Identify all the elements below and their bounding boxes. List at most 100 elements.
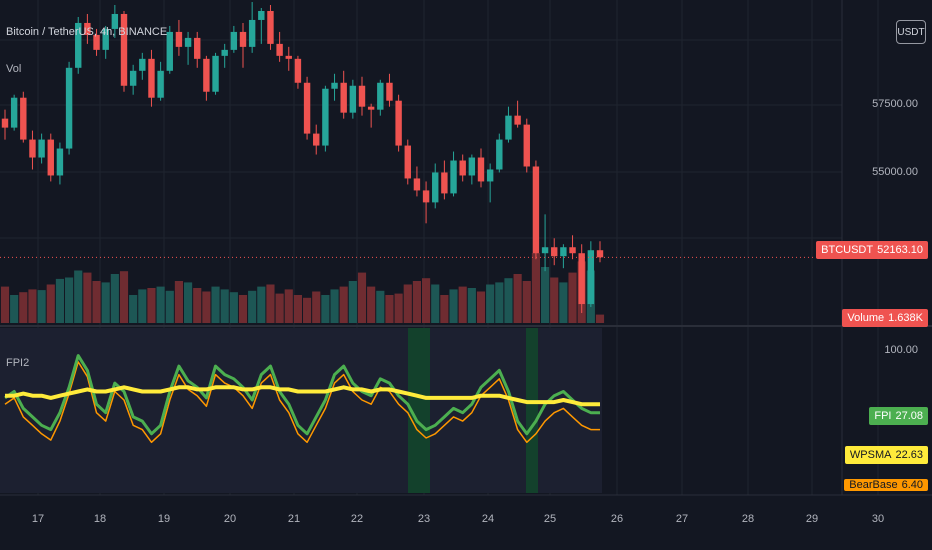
volume-bar <box>147 288 156 323</box>
candle-body <box>404 145 411 179</box>
time-label-30: 30 <box>871 513 885 525</box>
volume-bar <box>28 289 37 323</box>
candle-body <box>441 172 448 194</box>
candle-body <box>111 13 119 29</box>
time-label-29: 29 <box>805 513 819 525</box>
btc-tag-value: 52163.10 <box>877 244 923 256</box>
signal-zone <box>526 328 538 493</box>
volume-bar <box>65 277 74 323</box>
volume-bar <box>211 286 220 323</box>
volume-bar <box>165 290 174 323</box>
volume-bar <box>156 286 165 323</box>
time-label-24: 24 <box>481 513 495 525</box>
volume-bar <box>403 284 412 323</box>
candle-body <box>377 82 384 110</box>
time-label-20: 20 <box>223 513 237 525</box>
candle-body <box>276 43 283 56</box>
candle-body <box>349 85 357 113</box>
candle-body <box>47 139 54 176</box>
time-label-25: 25 <box>543 513 557 525</box>
volume-bar <box>275 293 284 323</box>
volume-bar <box>330 289 339 323</box>
volume-tag-value: 1.638K <box>888 312 923 324</box>
candle-body <box>258 10 265 20</box>
currency-button[interactable]: USDT <box>896 20 926 44</box>
time-label-26: 26 <box>610 513 624 525</box>
candle-body <box>267 10 274 44</box>
time-label-23: 23 <box>417 513 431 525</box>
wpsma-tag-value: 22.63 <box>895 449 923 461</box>
volume-bar <box>0 286 10 323</box>
signal-zone <box>408 328 430 493</box>
bearbase-tag-value: 6.40 <box>901 479 923 491</box>
candle-body <box>486 169 494 182</box>
volume-bar <box>257 286 266 323</box>
bearbase-tag-label: BearBase <box>849 479 898 491</box>
volume-bar <box>119 271 129 323</box>
bearbase-line <box>4 361 600 444</box>
volume-bar <box>394 293 403 323</box>
candle-body <box>230 31 238 50</box>
volume-legend: Vol <box>6 63 22 75</box>
volume-bar <box>202 291 211 323</box>
time-label-19: 19 <box>157 513 171 525</box>
candle-body <box>322 88 329 146</box>
indicator-title: FPI2 <box>6 357 30 369</box>
volume-bar <box>458 286 467 323</box>
fpi-tag-label: FPI <box>874 410 892 422</box>
candle-body <box>175 31 183 47</box>
volume-bar <box>449 289 458 323</box>
candle-body <box>395 100 402 146</box>
candle-body <box>148 58 155 98</box>
price-tick-55000: 55000.00 <box>872 166 918 178</box>
candle-body <box>93 34 100 50</box>
volume-bar <box>422 278 431 323</box>
candle-body <box>386 82 393 101</box>
volume-bar <box>595 314 605 323</box>
candle-body <box>38 139 45 158</box>
candle-body <box>459 160 466 176</box>
indicator-background <box>0 328 602 493</box>
wpsma-tag-label: WPSMA <box>849 449 892 461</box>
volume-bar <box>293 295 302 323</box>
time-label-21: 21 <box>287 513 301 525</box>
candle-body <box>239 31 247 47</box>
volume-bar <box>184 282 193 323</box>
time-label-28: 28 <box>741 513 755 525</box>
volume-bar <box>129 295 138 323</box>
volume-bar <box>339 286 348 323</box>
fpi-tag: FPI 27.08 <box>869 407 928 425</box>
candle-body <box>340 82 347 113</box>
time-label-18: 18 <box>93 513 107 525</box>
volume-bar <box>248 290 257 323</box>
candle-body <box>587 250 595 305</box>
volume-bar <box>440 295 449 323</box>
bearbase-tag: BearBase 6.40 <box>844 479 928 491</box>
candle-body <box>184 37 192 47</box>
volume-tag: Volume 1.638K <box>842 309 928 327</box>
volume-bar <box>238 295 248 323</box>
candle-body <box>560 247 567 257</box>
candle-body <box>569 247 576 254</box>
candle-body <box>596 250 604 258</box>
volume-bar <box>559 282 568 323</box>
volume-bar <box>568 272 577 323</box>
volume-bar <box>110 274 119 323</box>
volume-bar <box>83 272 92 323</box>
candle-body <box>194 37 201 59</box>
volume-bar <box>431 284 440 323</box>
volume-bar <box>19 292 28 323</box>
fpi-tag-value: 27.08 <box>895 410 923 422</box>
volume-bar <box>531 253 540 323</box>
candle-body <box>84 22 91 35</box>
candle-body <box>432 172 439 203</box>
volume-bar <box>321 295 330 323</box>
candle-body <box>285 55 292 59</box>
candle-body <box>102 28 109 50</box>
candle-body <box>1 118 9 128</box>
candle-body <box>532 166 540 254</box>
candle-body <box>75 22 82 68</box>
candle-body <box>505 115 512 140</box>
candle-body <box>221 49 228 56</box>
